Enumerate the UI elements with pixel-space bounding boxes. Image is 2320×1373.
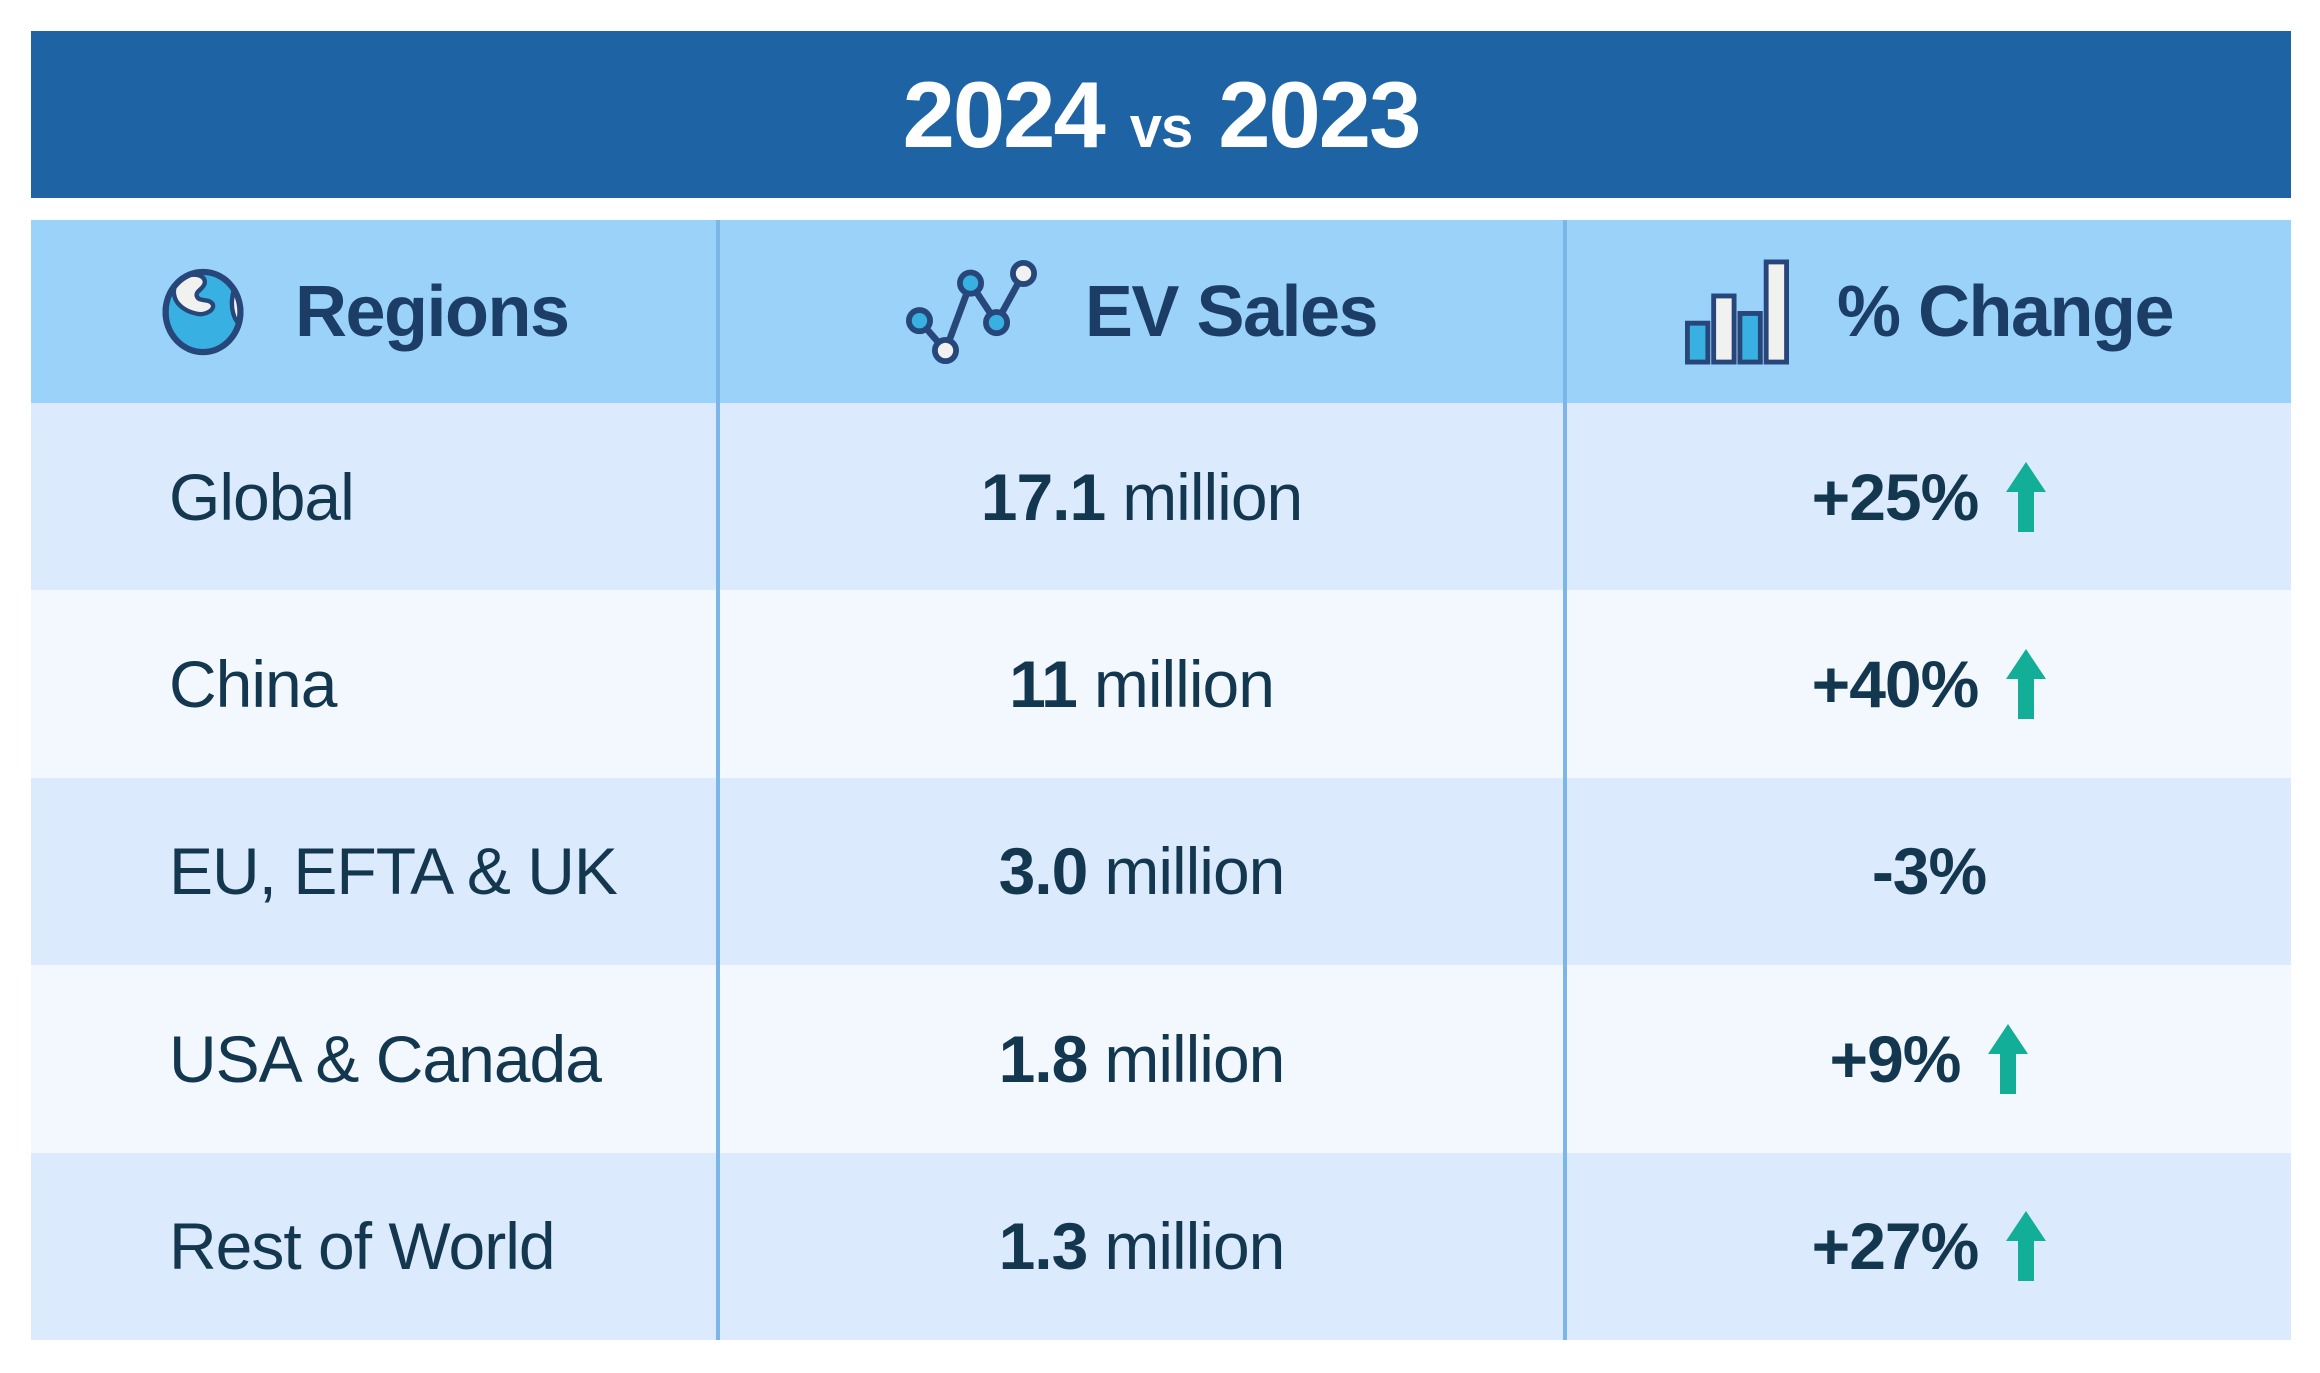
title-year-right: 2023 [1218,61,1421,167]
ev-sales-value: 17.1 [980,459,1106,534]
column-header-label: Regions [295,271,570,352]
column-header-label: EV Sales [1084,271,1379,352]
ev-sales-value: 1.8 [998,1021,1089,1096]
region-cell: EU, EFTA & UK [31,777,716,966]
line-chart-icon [905,259,1037,364]
globe-icon [162,268,244,355]
region-name: Rest of World [169,1209,556,1284]
column-header-regions: Regions [31,220,716,403]
region-name: China [169,647,337,722]
up-arrow-icon [2006,649,2047,720]
change-value: -3% [1871,834,1987,909]
comparison-table: Regions EV Sales % Change [31,220,2291,1340]
region-cell: USA & Canada [31,965,716,1153]
change-cell: +27% [1563,1152,2291,1340]
region-cell: Rest of World [31,1152,716,1340]
ev-sales-unit: million [1104,1209,1285,1284]
title-bar: 2024 vs 2023 [31,31,2291,198]
change-cell: +40% [1563,590,2291,778]
ev-sales-unit: million [1104,1021,1285,1096]
up-arrow-icon [2006,461,2047,532]
title-vs: vs [1129,94,1194,160]
column-header-ev-sales: EV Sales [716,220,1563,403]
region-name: Global [169,459,355,534]
change-value: +40% [1811,647,1980,722]
ev-sales-cell: 1.3 million [716,1152,1563,1340]
up-arrow-icon [2006,1211,2047,1282]
ev-sales-value: 11 [1009,647,1078,722]
ev-sales-unit: million [1122,459,1303,534]
region-name: EU, EFTA & UK [169,834,618,909]
title-year-left: 2024 [902,61,1106,167]
change-value: +9% [1829,1021,1962,1096]
column-header-label: % Change [1836,271,2175,352]
up-arrow-icon [1988,1023,2029,1094]
change-value: +27% [1811,1209,1980,1284]
region-cell: China [31,590,716,778]
region-cell: Global [31,403,716,591]
page-title: 2024 vs 2023 [902,61,1422,167]
ev-sales-unit: million [1093,647,1275,722]
bar-chart-icon [1684,259,1789,364]
ev-sales-value: 1.3 [998,1209,1089,1284]
column-header-percent-change: % Change [1563,220,2291,403]
ev-sales-cell: 17.1 million [716,403,1563,591]
ev-sales-unit: million [1104,834,1285,909]
change-cell: -3% [1563,777,2291,966]
ev-sales-cell: 11 million [716,590,1563,778]
ev-sales-cell: 1.8 million [716,965,1563,1153]
change-value: +25% [1811,459,1980,534]
ev-sales-value: 3.0 [998,834,1089,909]
change-cell: +25% [1563,403,2291,591]
ev-sales-cell: 3.0 million [716,777,1563,966]
change-cell: +9% [1563,965,2291,1153]
region-name: USA & Canada [169,1021,602,1096]
